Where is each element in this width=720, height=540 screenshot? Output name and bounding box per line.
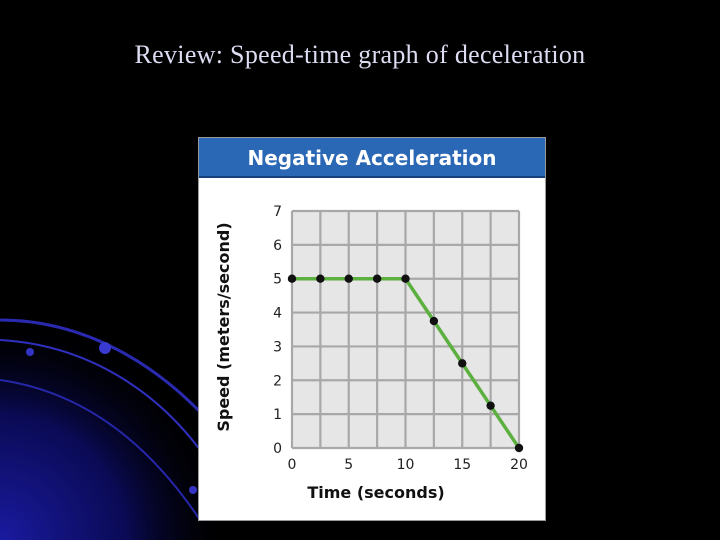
data-point [344, 274, 353, 283]
tick-labels: 0 5 10 15 20 0 1 2 3 4 5 6 7 [273, 204, 528, 473]
data-point [458, 359, 467, 368]
x-tick-label: 5 [344, 457, 353, 473]
data-point [372, 274, 382, 283]
y-tick-label: 0 [273, 441, 282, 457]
data-point [287, 274, 297, 283]
data-point [429, 316, 439, 326]
chart-figure: Negative Acceleration 0 5 10 15 20 0 1 2 3 4 5 6 7 T… [198, 137, 546, 521]
y-tick-label: 7 [273, 204, 282, 220]
y-tick-label: 2 [273, 373, 282, 389]
chart-title: Negative Acceleration [199, 138, 545, 178]
y-tick-label: 1 [273, 407, 282, 423]
data-point [486, 401, 495, 410]
x-tick-label: 0 [288, 457, 297, 473]
chart-svg: 0 5 10 15 20 0 1 2 3 4 5 6 7 Time (seconds) Speed (m… [214, 204, 528, 502]
y-tick-label: 6 [273, 238, 282, 254]
y-tick-label: 5 [273, 272, 282, 288]
y-axis-label: Speed (meters/second) [214, 222, 233, 431]
data-points [287, 274, 524, 453]
x-axis-label: Time (seconds) [307, 483, 444, 502]
x-tick-label: 10 [397, 457, 415, 473]
slide-title: Review: Speed-time graph of deceleration [134, 40, 586, 69]
data-point [316, 274, 325, 283]
y-tick-label: 3 [273, 339, 282, 355]
data-point [514, 443, 524, 453]
y-tick-label: 4 [273, 306, 282, 322]
data-point [401, 274, 410, 283]
x-tick-label: 15 [453, 457, 471, 473]
x-tick-label: 20 [510, 457, 528, 473]
